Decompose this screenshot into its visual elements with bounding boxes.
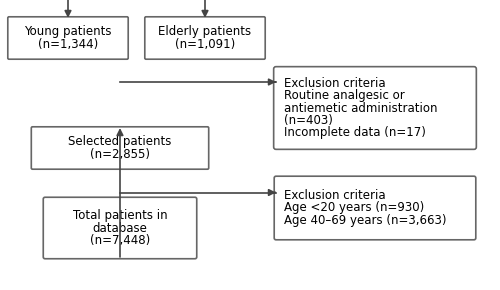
Text: (n=1,091): (n=1,091) [175, 38, 235, 51]
FancyBboxPatch shape [32, 127, 208, 169]
FancyBboxPatch shape [274, 67, 476, 149]
FancyBboxPatch shape [145, 17, 265, 59]
Text: Total patients in: Total patients in [72, 209, 168, 222]
FancyBboxPatch shape [44, 197, 197, 259]
Text: antiemetic administration: antiemetic administration [284, 102, 438, 115]
Text: Elderly patients: Elderly patients [158, 25, 252, 38]
Text: Age <20 years (n=930): Age <20 years (n=930) [284, 202, 424, 215]
Text: Exclusion criteria: Exclusion criteria [284, 77, 386, 90]
Text: Exclusion criteria: Exclusion criteria [284, 189, 386, 202]
Text: Routine analgesic or: Routine analgesic or [284, 89, 405, 102]
Text: Age 40–69 years (n=3,663): Age 40–69 years (n=3,663) [284, 214, 446, 227]
Text: Incomplete data (n=17): Incomplete data (n=17) [284, 126, 426, 139]
Text: database: database [92, 222, 148, 235]
FancyBboxPatch shape [8, 17, 128, 59]
Text: (n=2,855): (n=2,855) [90, 148, 150, 161]
Text: Selected patients: Selected patients [68, 135, 172, 148]
Text: (n=1,344): (n=1,344) [38, 38, 98, 51]
Text: Young patients: Young patients [24, 25, 112, 38]
Text: (n=7,448): (n=7,448) [90, 234, 150, 247]
Text: (n=403): (n=403) [284, 114, 333, 127]
FancyBboxPatch shape [274, 176, 476, 240]
